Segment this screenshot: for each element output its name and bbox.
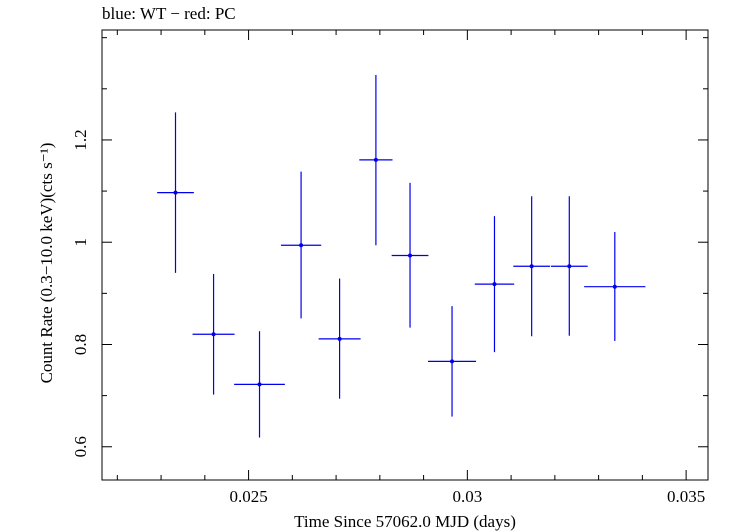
data-point [427,306,477,417]
data-point [513,196,551,337]
y-tick-label: 1.2 [71,129,90,150]
y-tick-label: 0.6 [71,436,90,457]
data-point [391,182,429,328]
x-tick-label: 0.035 [667,487,705,506]
data-marker [337,336,342,341]
data-marker [408,253,413,258]
data-point [359,75,393,246]
data-marker [211,332,216,337]
data-marker [373,157,378,162]
x-axis-label: Time Since 57062.0 MJD (days) [294,512,516,531]
data-point [550,196,588,336]
data-series [157,75,646,438]
data-point [280,171,322,319]
data-marker [529,264,534,269]
data-marker [450,359,455,364]
data-point [192,273,235,395]
data-marker [612,284,617,289]
y-axis-label: Count Rate (0.3−10.0 keV)(cts s⁻¹) [37,143,56,384]
plot-frame [101,29,709,481]
x-axis: 0.025 0.03 0.035 [116,30,705,506]
data-point [584,231,646,341]
data-marker [257,382,262,387]
y-axis: 0.6 0.8 1 1.2 [71,37,708,457]
data-marker [173,190,178,195]
y-tick-label: 1 [71,238,90,247]
data-point [157,112,194,273]
data-point [474,216,515,353]
data-point [318,278,361,399]
data-point [234,331,285,438]
data-marker [299,243,304,248]
chart-title: blue: WT − red: PC [102,4,236,23]
x-tick-label: 0.025 [229,487,267,506]
y-tick-label: 0.8 [71,334,90,355]
data-marker [567,264,572,269]
x-tick-label: 0.03 [452,487,482,506]
data-marker [492,282,497,287]
